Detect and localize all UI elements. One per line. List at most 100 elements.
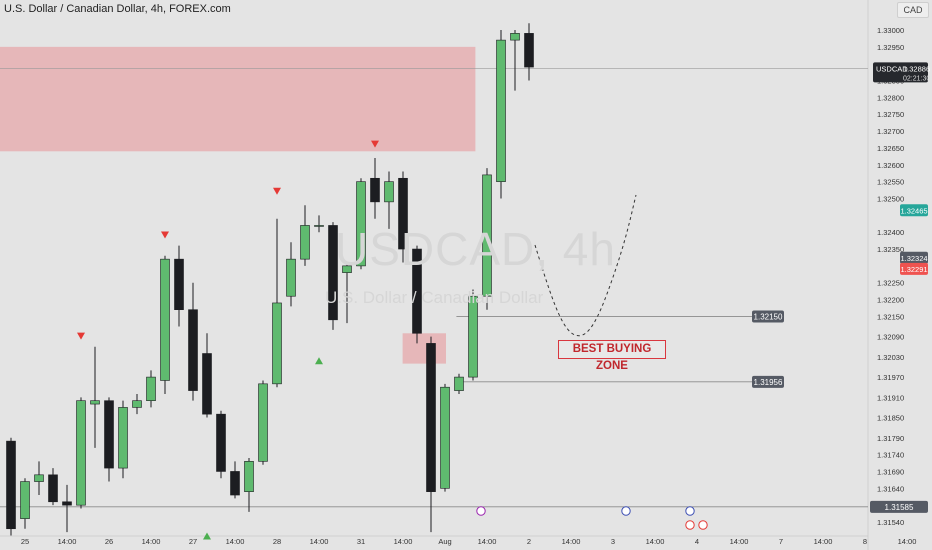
time-axis-label: 3	[611, 537, 615, 546]
candle-down[interactable]	[62, 501, 72, 506]
time-axis-label: 14:00	[310, 537, 329, 546]
time-axis-label: 14:00	[814, 537, 833, 546]
current-price-value: 1.32886	[903, 64, 930, 73]
price-tick-label: 1.31790	[877, 434, 904, 443]
candle-up[interactable]	[272, 302, 282, 385]
price-tick-label: 1.32030	[877, 353, 904, 362]
level-tag[interactable]	[752, 375, 784, 388]
price-tick-label: 1.32600	[877, 161, 904, 170]
economic-event-icon[interactable]	[698, 520, 708, 530]
price-tick-label: 1.32200	[877, 296, 904, 305]
candle-down[interactable]	[230, 471, 240, 496]
candle-down[interactable]	[426, 343, 436, 492]
economic-event-icon[interactable]	[621, 506, 631, 516]
axis-level-tag-label: 1.31585	[885, 503, 914, 512]
price-tick-label: 1.32150	[877, 312, 904, 321]
time-axis-label: 14:00	[478, 537, 497, 546]
candle-up[interactable]	[384, 181, 394, 203]
time-axis-label: 2	[527, 537, 531, 546]
price-tick-label: 1.31740	[877, 451, 904, 460]
current-price-countdown: 02:21:30	[903, 75, 930, 82]
candle-up[interactable]	[496, 39, 506, 182]
candle-up[interactable]	[440, 386, 450, 489]
buy-signal-marker	[315, 357, 323, 365]
price-tick-label: 1.31540	[877, 518, 904, 527]
current-price-symbol: USDCAD	[876, 64, 908, 73]
economic-event-icon[interactable]	[476, 506, 486, 516]
candle-up[interactable]	[90, 400, 100, 405]
time-axis-label: Aug	[438, 537, 451, 546]
price-tick-label: 1.32400	[877, 228, 904, 237]
candle-up[interactable]	[300, 225, 310, 260]
price-tick-label: 1.32650	[877, 144, 904, 153]
economic-event-icon[interactable]	[685, 506, 695, 516]
level-tag-label: 1.32150	[754, 312, 783, 321]
candle-down[interactable]	[48, 474, 58, 503]
candle-up[interactable]	[482, 174, 492, 297]
time-axis-label: 14:00	[898, 537, 917, 546]
candle-down[interactable]	[398, 177, 408, 250]
candle-up[interactable]	[34, 474, 44, 482]
supply-zone[interactable]	[0, 46, 476, 152]
price-tick-label: 1.31910	[877, 393, 904, 402]
candle-up[interactable]	[342, 265, 352, 273]
sell-signal-marker	[77, 332, 85, 340]
candle-up[interactable]	[286, 258, 296, 297]
sell-signal-marker	[273, 187, 281, 195]
axis-level-tag[interactable]	[870, 500, 928, 513]
candle-down[interactable]	[174, 258, 184, 310]
sell-signal-marker	[371, 140, 379, 148]
axis-price-tag-label: 1.32291	[900, 265, 927, 274]
candle-up[interactable]	[356, 181, 366, 267]
currency-selector[interactable]: CAD	[897, 2, 929, 18]
price-tick-label: 1.33000	[877, 26, 904, 35]
candle-down[interactable]	[370, 177, 380, 203]
candle-down[interactable]	[202, 353, 212, 415]
best-buying-zone-label[interactable]: BEST BUYING ZONE	[558, 340, 666, 372]
candle-up[interactable]	[146, 376, 156, 401]
candle-up[interactable]	[510, 33, 520, 41]
axis-price-tag-label: 1.32324	[900, 254, 927, 263]
candle-up[interactable]	[258, 383, 268, 462]
axis-price-tag[interactable]	[900, 251, 928, 264]
time-axis-label: 31	[357, 537, 365, 546]
price-tick-label: 1.32550	[877, 178, 904, 187]
candle-up[interactable]	[118, 407, 128, 469]
level-tag[interactable]	[752, 310, 784, 323]
time-axis-label: 14:00	[394, 537, 413, 546]
time-axis-label: 28	[273, 537, 281, 546]
candle-down[interactable]	[188, 309, 198, 391]
time-axis-label: 8	[863, 537, 867, 546]
candle-up[interactable]	[76, 400, 86, 506]
time-axis-label: 14:00	[730, 537, 749, 546]
current-price-tag[interactable]	[873, 62, 928, 83]
economic-event-icon[interactable]	[685, 520, 695, 530]
axis-price-tag-label: 1.32465	[900, 206, 927, 215]
price-tick-label: 1.32090	[877, 333, 904, 342]
axis-price-tag[interactable]	[900, 262, 928, 275]
level-tag-label: 1.31956	[754, 378, 783, 387]
candle-down[interactable]	[104, 400, 114, 469]
price-tick-label: 1.32250	[877, 279, 904, 288]
candle-down[interactable]	[412, 248, 422, 334]
price-tick-label: 1.32350	[877, 245, 904, 254]
candle-up[interactable]	[454, 376, 464, 391]
candle-up[interactable]	[132, 400, 142, 408]
candle-up[interactable]	[244, 461, 254, 492]
axis-price-tag[interactable]	[900, 204, 928, 217]
candle-down[interactable]	[524, 33, 534, 68]
candle-up[interactable]	[468, 295, 478, 378]
candle-up[interactable]	[20, 481, 30, 519]
candle-down[interactable]	[6, 440, 16, 530]
demand-zone[interactable]	[402, 333, 446, 364]
candle-down[interactable]	[216, 413, 226, 472]
price-tick-label: 1.32800	[877, 93, 904, 102]
price-tick-label: 1.32750	[877, 110, 904, 119]
candle-up[interactable]	[160, 258, 170, 381]
price-tick-label: 1.31640	[877, 484, 904, 493]
candle-up[interactable]	[314, 225, 324, 227]
projection-curve[interactable]	[534, 194, 637, 337]
candle-down[interactable]	[328, 225, 338, 321]
time-axis-label: 27	[189, 537, 197, 546]
